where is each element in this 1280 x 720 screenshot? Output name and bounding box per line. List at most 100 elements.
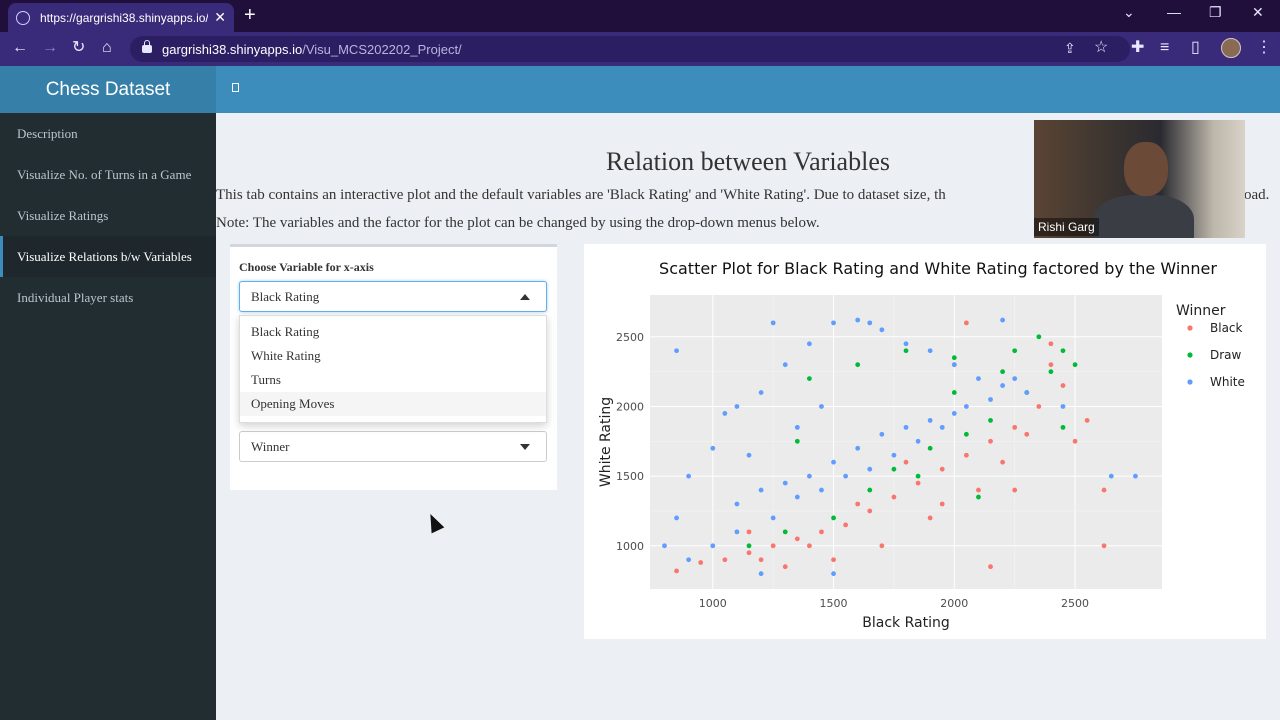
webcam-overlay: Rishi Garg: [1034, 120, 1245, 238]
scatter-point-draw: [1060, 424, 1066, 430]
maximize-icon[interactable]: ❐: [1209, 4, 1222, 20]
scatter-point-black: [746, 550, 752, 556]
browser-tab-strip: https://gargrishi38.shinyapps.io/V ✕ + ⌄…: [0, 0, 1280, 32]
scatter-point-draw: [963, 431, 969, 437]
scatter-point-black: [758, 557, 764, 563]
address-bar[interactable]: gargrishi38.shinyapps.io /Visu_MCS202202…: [130, 36, 1130, 62]
scatter-point-draw: [976, 494, 981, 500]
browser-tab[interactable]: https://gargrishi38.shinyapps.io/V ✕: [8, 3, 234, 32]
caret-up-icon: [520, 294, 530, 300]
scatter-point-white: [674, 515, 679, 521]
scatter-point-white: [1024, 390, 1030, 395]
scatter-point-white: [879, 431, 885, 437]
app-brand: Chess Dataset: [0, 66, 216, 113]
scatter-point-black: [915, 480, 921, 486]
y-tick-label: 2500: [616, 331, 644, 344]
scatter-point-white: [1012, 376, 1018, 382]
plot-background: [650, 295, 1162, 589]
bookmark-star-icon[interactable]: ☆: [1094, 39, 1109, 56]
back-icon[interactable]: ←: [12, 39, 28, 56]
dropdown-option[interactable]: White Rating: [251, 348, 321, 363]
new-tab-icon[interactable]: +: [244, 4, 256, 26]
scatter-point-white: [770, 320, 776, 326]
home-icon[interactable]: ⌂: [102, 39, 112, 56]
profile-avatar[interactable]: [1221, 38, 1241, 58]
scatter-point-white: [686, 557, 692, 563]
scatter-point-white: [782, 480, 788, 486]
tab-search-icon[interactable]: ⌄: [1123, 4, 1135, 20]
scatter-point-white: [927, 348, 933, 354]
scatter-point-black: [1072, 438, 1078, 444]
scatter-point-draw: [1012, 348, 1018, 354]
scatter-point-black: [1048, 341, 1054, 347]
side-panel-icon[interactable]: ▯: [1191, 39, 1200, 56]
sidebar-item-turns[interactable]: Visualize No. of Turns in a Game: [17, 166, 192, 182]
scatter-point-draw: [915, 473, 921, 479]
sidebar-item-relations[interactable]: Visualize Relations b/w Variables: [0, 236, 216, 277]
scatter-point-white: [746, 452, 752, 458]
scatter-point-black: [1000, 459, 1006, 465]
legend-label-black: Black: [1210, 321, 1243, 335]
scatter-point-white: [1133, 473, 1138, 479]
scatter-point-black: [770, 543, 776, 549]
scatter-point-black: [988, 564, 993, 570]
dropdown-option[interactable]: Turns: [251, 372, 281, 387]
scatter-point-black: [746, 529, 752, 535]
y-axis-title: White Rating: [598, 397, 614, 487]
scatter-point-white: [976, 376, 981, 382]
y-tick-label: 2000: [616, 400, 644, 413]
sidebar-item-ratings[interactable]: Visualize Ratings: [17, 207, 109, 223]
x-axis-label: Choose Variable for x-axis: [239, 260, 374, 274]
tab-close-icon[interactable]: ✕: [214, 9, 226, 25]
forward-icon[interactable]: →: [42, 39, 58, 56]
scatter-point-white: [951, 362, 957, 368]
sidebar-item-description[interactable]: Description: [17, 125, 78, 141]
legend-label-white: White: [1210, 375, 1245, 389]
scatter-point-black: [1101, 487, 1107, 493]
dropdown-option[interactable]: Opening Moves: [240, 392, 546, 416]
scatter-point-white: [662, 543, 667, 549]
scatter-plot[interactable]: Scatter Plot for Black Rating and White …: [584, 244, 1266, 639]
minimize-icon[interactable]: —: [1167, 4, 1181, 20]
scatter-point-white: [819, 487, 824, 493]
scatter-point-black: [963, 320, 969, 326]
x-axis-selected-value: Black Rating: [251, 288, 320, 304]
caret-down-icon: [520, 444, 530, 450]
share-icon[interactable]: ⇪: [1064, 40, 1076, 56]
scatter-point-draw: [794, 438, 800, 444]
scatter-point-white: [843, 473, 849, 479]
scatter-point-black: [674, 568, 679, 574]
lock-icon: [142, 40, 152, 53]
x-axis-dropdown: Black Rating White Rating Turns Opening …: [239, 315, 547, 423]
scatter-point-draw: [903, 348, 909, 354]
scatter-point-white: [903, 424, 909, 430]
x-axis-title: Black Rating: [862, 615, 949, 631]
reload-icon[interactable]: ↻: [72, 39, 86, 56]
x-axis-select[interactable]: Black Rating: [239, 281, 547, 312]
legend-key-white: [1187, 379, 1193, 385]
menu-kebab-icon[interactable]: ⋮: [1256, 39, 1272, 56]
scatter-point-white: [879, 327, 885, 333]
extensions-icon[interactable]: ✚: [1131, 39, 1145, 56]
sidebar-toggle-icon[interactable]: [232, 83, 239, 92]
scatter-point-draw: [951, 355, 957, 361]
reading-list-icon[interactable]: ≡: [1160, 39, 1170, 56]
scatter-point-black: [722, 557, 728, 563]
app-topbar: [216, 66, 1280, 113]
scatter-point-white: [855, 445, 861, 451]
sidebar-item-player-stats[interactable]: Individual Player stats: [17, 289, 134, 305]
scatter-point-draw: [927, 445, 933, 451]
scatter-point-white: [758, 390, 764, 395]
factor-select[interactable]: Winner: [239, 431, 547, 462]
description-text: This tab contains an interactive plot an…: [216, 187, 1280, 204]
scatter-point-draw: [831, 515, 836, 521]
scatter-point-draw: [746, 543, 752, 549]
scatter-point-black: [1012, 487, 1018, 493]
scatter-point-black: [988, 438, 993, 444]
dropdown-option[interactable]: Black Rating: [251, 324, 320, 339]
scatter-point-white: [831, 320, 836, 326]
scatter-point-white: [806, 341, 812, 347]
scatter-point-black: [1048, 362, 1054, 368]
close-window-icon[interactable]: ✕: [1252, 4, 1264, 20]
scatter-point-white: [770, 515, 776, 521]
